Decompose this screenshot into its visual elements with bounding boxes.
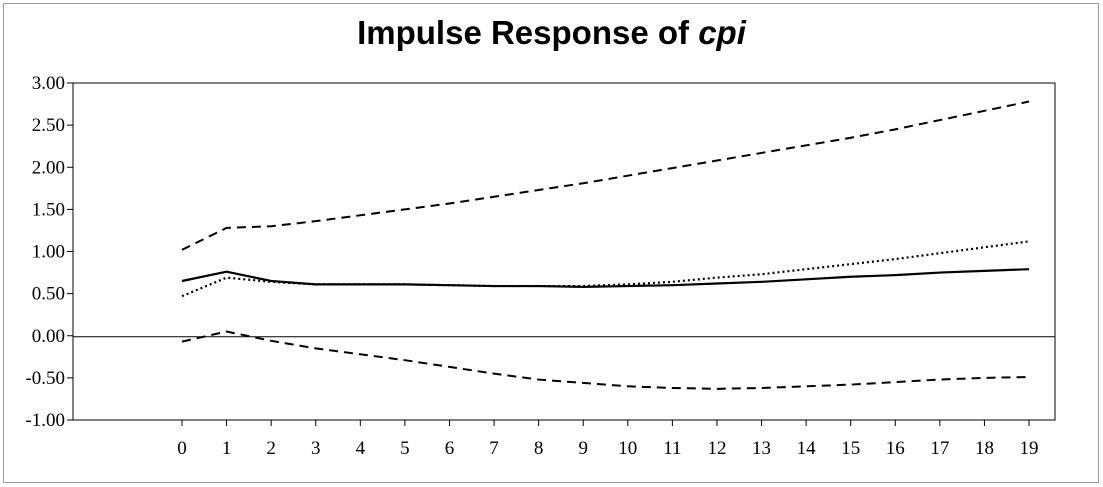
chart-title-variable: cpi — [698, 14, 746, 51]
x-tick-label: 11 — [663, 438, 681, 459]
y-tick-label: 3.00 — [32, 73, 65, 94]
series-line-0 — [181, 100, 1030, 251]
x-tick-label: 9 — [578, 438, 588, 459]
x-tick-label: 10 — [618, 438, 637, 459]
x-tick-label: 8 — [534, 438, 544, 459]
y-tick-label: 1.00 — [32, 242, 65, 263]
y-tick-label: 1.50 — [32, 199, 65, 220]
x-tick-label: 16 — [886, 438, 905, 459]
series-line-2 — [181, 268, 1030, 288]
x-tick-label: 7 — [489, 438, 499, 459]
x-tick-label: 19 — [1020, 438, 1039, 459]
series-line-1 — [181, 240, 1030, 298]
y-tick-label: 0.50 — [32, 284, 65, 305]
chart-title-main: Impulse Response of — [357, 14, 699, 51]
y-tick-label: -1.00 — [25, 410, 65, 431]
x-tick-label: 2 — [266, 438, 276, 459]
x-tick-label: 18 — [975, 438, 994, 459]
x-tick-label: 6 — [445, 438, 455, 459]
x-axis: 0 1 2 3 4 5 6 7 8 9 10 11 12 13 14 15 16 17 18 19 — [177, 420, 1039, 459]
series-line-3 — [181, 330, 1030, 390]
x-tick-label: 1 — [222, 438, 232, 459]
y-tick-label: 2.00 — [32, 157, 65, 178]
y-tick-label: 0.00 — [32, 326, 65, 347]
chart-title: Impulse Response of cpi — [0, 14, 1103, 52]
x-tick-label: 15 — [841, 438, 860, 459]
x-tick-label: 14 — [797, 438, 817, 459]
plot-area — [72, 82, 1056, 421]
y-tick-label: 2.50 — [32, 115, 65, 136]
y-axis: 3.00 2.50 2.00 1.50 1.00 0.50 0.00 -0.50 -1.00 — [25, 73, 73, 431]
x-tick-label: 12 — [707, 438, 726, 459]
series-layer — [181, 100, 1030, 390]
x-tick-label: 13 — [752, 438, 771, 459]
x-tick-label: 0 — [177, 438, 187, 459]
y-tick-label: -0.50 — [25, 368, 65, 389]
x-tick-label: 17 — [930, 438, 949, 459]
x-tick-label: 4 — [356, 438, 366, 459]
x-tick-label: 3 — [311, 438, 321, 459]
x-tick-label: 5 — [400, 438, 410, 459]
